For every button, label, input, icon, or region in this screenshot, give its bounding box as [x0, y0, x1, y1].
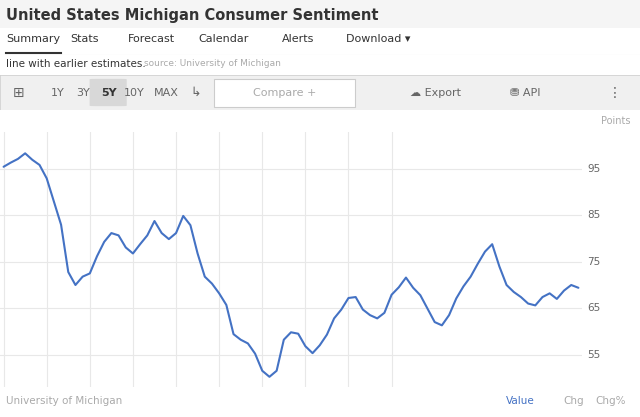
- Text: MAX: MAX: [154, 88, 179, 98]
- Text: Forecast: Forecast: [128, 34, 175, 44]
- Text: Value: Value: [506, 395, 534, 405]
- Text: Alerts: Alerts: [282, 34, 314, 44]
- Text: University of Michigan: University of Michigan: [6, 395, 123, 405]
- Text: Calendar: Calendar: [198, 34, 249, 44]
- Text: 95: 95: [588, 164, 601, 174]
- FancyBboxPatch shape: [90, 79, 127, 106]
- Text: 85: 85: [588, 211, 601, 221]
- Text: 10Y: 10Y: [124, 88, 145, 98]
- Text: 75: 75: [588, 257, 601, 267]
- Text: Download ▾: Download ▾: [346, 34, 410, 44]
- Text: 3Y: 3Y: [76, 88, 90, 98]
- Text: Chg%: Chg%: [595, 395, 626, 405]
- Text: United States Michigan Consumer Sentiment: United States Michigan Consumer Sentimen…: [6, 8, 379, 23]
- Text: ↳: ↳: [190, 86, 200, 99]
- Text: 55: 55: [588, 349, 601, 359]
- Text: line with earlier estimates.: line with earlier estimates.: [6, 59, 146, 69]
- Text: Compare +: Compare +: [253, 88, 317, 98]
- Text: Stats: Stats: [70, 34, 99, 44]
- Text: ⊞: ⊞: [13, 85, 24, 100]
- Text: source: University of Michigan: source: University of Michigan: [144, 60, 281, 68]
- Text: ☁ Export: ☁ Export: [410, 88, 461, 98]
- Text: Summary: Summary: [6, 34, 61, 44]
- FancyBboxPatch shape: [214, 78, 355, 106]
- Text: Chg: Chg: [563, 395, 584, 405]
- Text: Points: Points: [601, 116, 630, 126]
- Text: ⋮: ⋮: [607, 85, 621, 100]
- Text: 65: 65: [588, 303, 601, 313]
- Text: 5Y: 5Y: [101, 88, 116, 98]
- Text: ⛃ API: ⛃ API: [509, 88, 540, 98]
- Text: 1Y: 1Y: [51, 88, 65, 98]
